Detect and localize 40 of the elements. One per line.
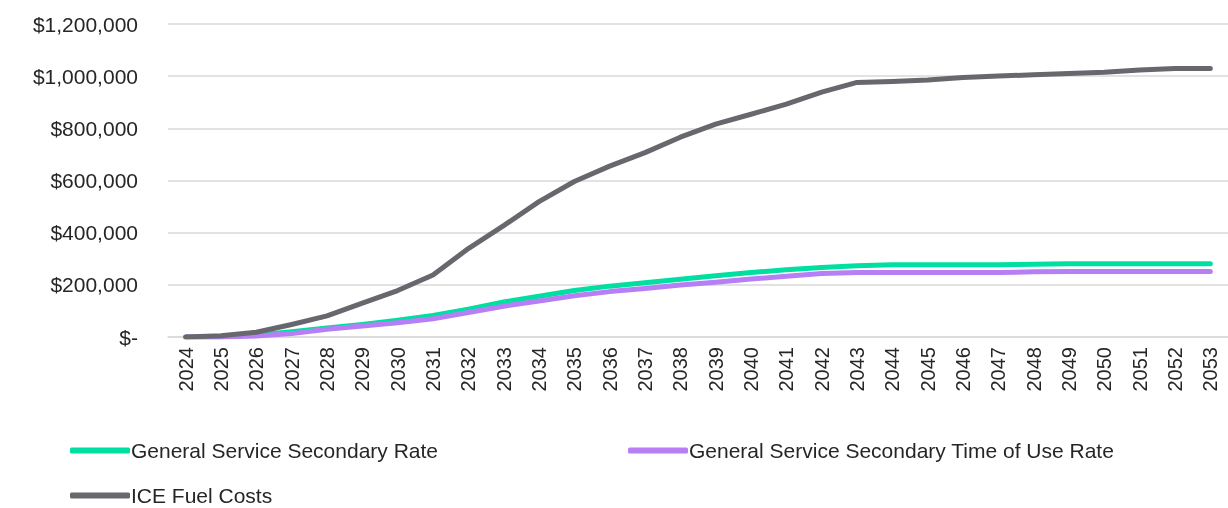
x-tick-label: 2034	[528, 347, 550, 392]
x-tick-label: 2042	[810, 347, 833, 392]
x-tick-label: 2045	[916, 347, 939, 392]
x-tick-label: 2025	[210, 347, 232, 392]
x-tick-label: 2046	[952, 347, 974, 392]
y-tick-label: $1,000,000	[32, 64, 138, 88]
y-tick-label: $200,000	[50, 273, 138, 297]
x-tick-label: 2039	[704, 347, 727, 392]
x-tick-label: 2041	[775, 347, 798, 392]
x-tick-label: 2029	[351, 347, 374, 392]
x-tick-label: 2030	[386, 347, 409, 392]
x-tick-label: 2048	[1022, 347, 1045, 392]
x-tick-label: 2047	[987, 347, 1010, 392]
x-tick-label: 2049	[1058, 347, 1080, 392]
y-tick-label: $-	[119, 325, 138, 349]
x-tick-label: 2051	[1128, 347, 1151, 392]
x-tick-label: 2031	[422, 347, 444, 392]
legend-label: ICE Fuel Costs	[131, 484, 273, 507]
x-tick-label: 2035	[563, 347, 586, 392]
x-tick-label: 2027	[280, 347, 303, 392]
x-tick-label: 2052	[1164, 347, 1186, 392]
x-tick-label: 2040	[740, 347, 762, 392]
x-tick-label: 2033	[492, 347, 515, 392]
y-tick-label: $800,000	[50, 116, 138, 140]
x-tick-label: 2037	[634, 347, 656, 392]
x-tick-label: 2044	[881, 347, 904, 392]
y-tick-label: $1,200,000	[32, 12, 138, 36]
y-tick-label: $600,000	[50, 169, 138, 192]
x-tick-label: 2032	[457, 347, 480, 392]
x-tick-label: 2050	[1093, 347, 1116, 392]
x-tick-label: 2026	[245, 347, 268, 392]
x-tick-label: 2024	[174, 347, 197, 392]
x-tick-label: 2028	[316, 347, 338, 392]
x-tick-label: 2053	[1199, 347, 1222, 392]
legend-label: General Service Secondary Time of Use Rate	[689, 439, 1114, 462]
legend-label: General Service Secondary Rate	[131, 439, 438, 462]
x-tick-label: 2038	[669, 347, 692, 392]
y-tick-label: $400,000	[50, 221, 138, 245]
x-tick-label: 2036	[598, 347, 621, 392]
x-tick-label: 2043	[846, 347, 868, 392]
